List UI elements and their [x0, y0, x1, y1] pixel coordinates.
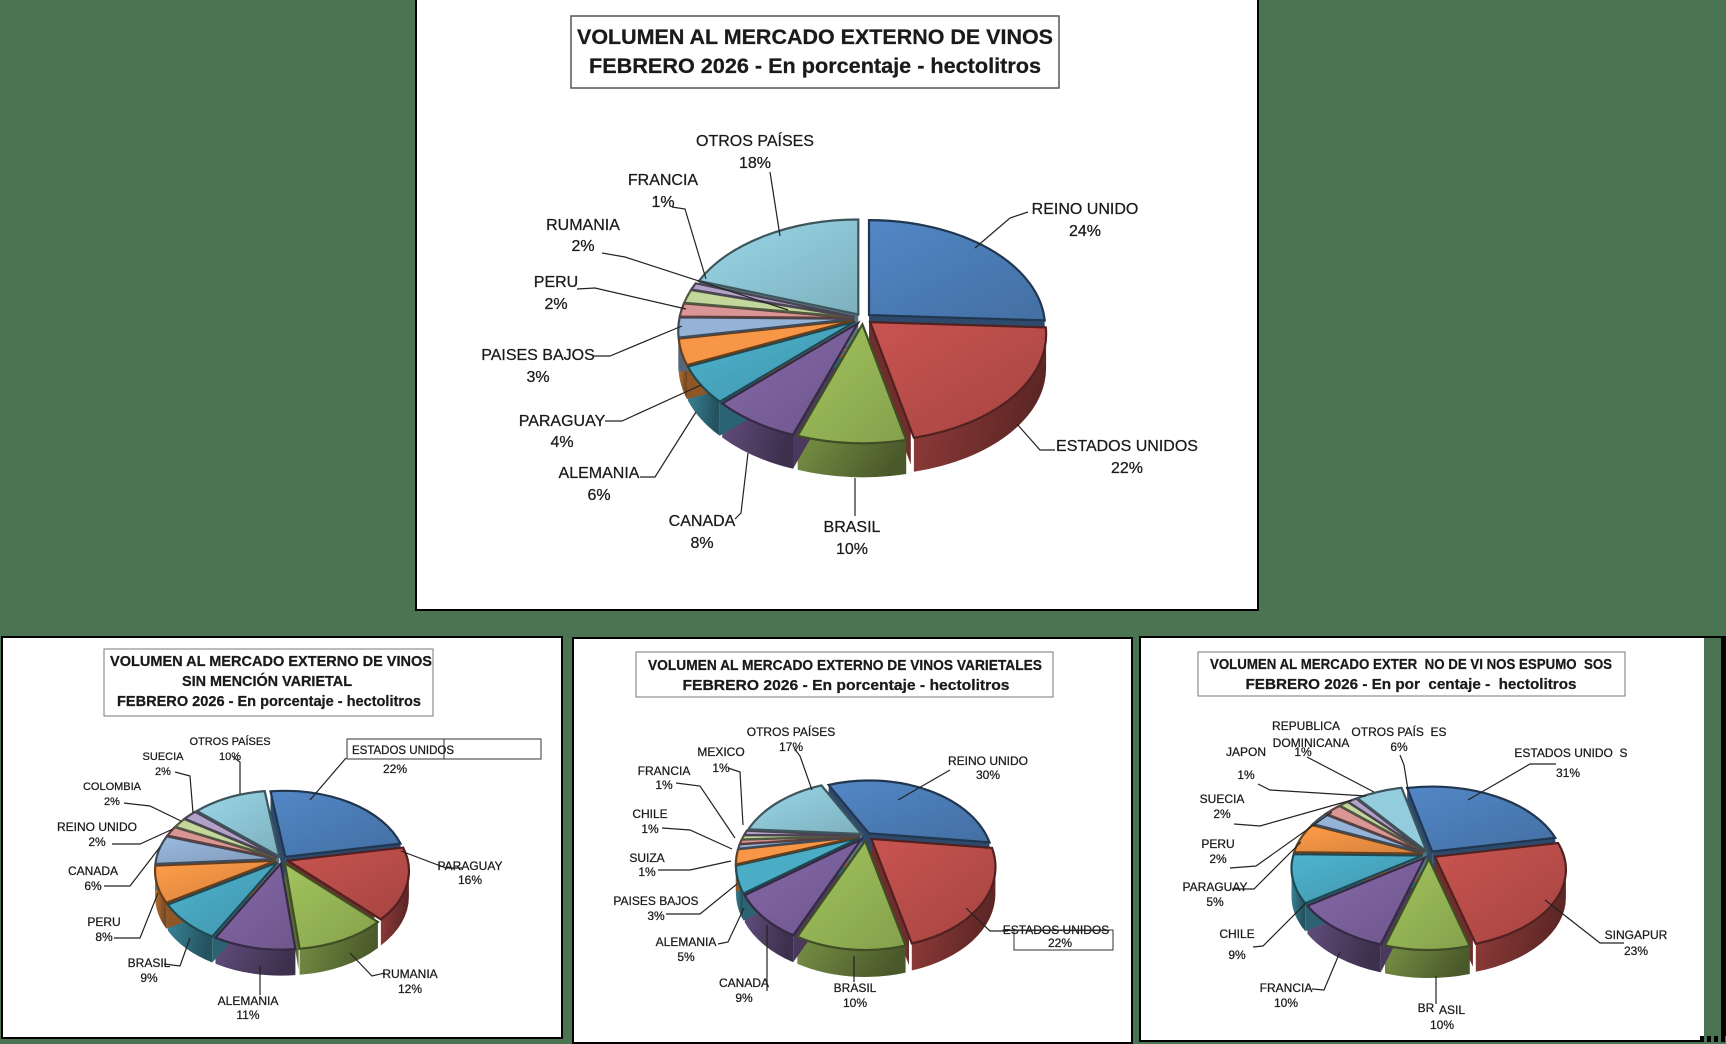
svg-text:OTROS PAÍSES: OTROS PAÍSES: [189, 735, 270, 748]
svg-text:ALEMANIA: ALEMANIA: [559, 465, 640, 482]
svg-text:FEBRERO 2026 - En por centaj: FEBRERO 2026 - En por centaje - hectolit…: [1246, 677, 1577, 693]
svg-text:1%: 1%: [655, 778, 673, 792]
svg-text:COLOMBIA: COLOMBIA: [83, 781, 142, 793]
svg-text:9%: 9%: [735, 991, 753, 1005]
svg-text:FEBRERO 2026 - En porcentaje: FEBRERO 2026 - En porcentaje - hectolitr…: [589, 54, 1041, 78]
svg-text:SUECIA: SUECIA: [1200, 792, 1245, 806]
svg-text:12%: 12%: [398, 982, 422, 996]
svg-text:SINGAPUR: SINGAPUR: [1605, 928, 1668, 942]
svg-text:23%: 23%: [1624, 944, 1648, 958]
svg-text:DOMINICANA: DOMINICANA: [1273, 736, 1350, 750]
svg-text:2%: 2%: [1209, 852, 1227, 866]
svg-text:8%: 8%: [690, 535, 713, 552]
svg-text:REINO UNIDO: REINO UNIDO: [1032, 201, 1139, 218]
svg-text:1%: 1%: [1294, 745, 1312, 759]
svg-text:3%: 3%: [647, 909, 665, 923]
svg-text:BRASIL: BRASIL: [824, 519, 881, 536]
svg-text:JAPON: JAPON: [1226, 745, 1266, 759]
svg-text:VOLUMEN AL MERCADO EXTERNO DE: VOLUMEN AL MERCADO EXTERNO DE VINOS VARI…: [648, 658, 1042, 674]
svg-text:10%: 10%: [836, 541, 868, 558]
svg-text:18%: 18%: [739, 155, 771, 172]
svg-text:4%: 4%: [550, 434, 573, 451]
svg-text:REINO UNIDO: REINO UNIDO: [57, 820, 137, 834]
svg-text:CANADA: CANADA: [719, 976, 769, 990]
svg-text:10%: 10%: [1430, 1018, 1454, 1032]
svg-text:VOLUMEN AL MERCADO EXTERNO DE: VOLUMEN AL MERCADO EXTERNO DE VINOS: [577, 25, 1053, 49]
svg-text:OTROS PAÍSES: OTROS PAÍSES: [696, 131, 814, 150]
svg-text:2%: 2%: [1213, 807, 1231, 821]
svg-text:1%: 1%: [641, 822, 659, 836]
svg-text:10%: 10%: [843, 996, 867, 1010]
svg-text:CANADA: CANADA: [669, 513, 736, 530]
svg-text:ESTADOS UNIDO S: ESTADOS UNIDO S: [1514, 746, 1627, 760]
svg-text:17%: 17%: [779, 740, 803, 754]
svg-text:OTROS PAÍSES: OTROS PAÍSES: [747, 724, 835, 739]
svg-text:24%: 24%: [1069, 223, 1101, 240]
svg-text:FEBRERO 2026 - En porcentaje: FEBRERO 2026 - En porcentaje - hectolitr…: [683, 678, 1010, 694]
svg-text:1%: 1%: [651, 194, 674, 211]
svg-text:3%: 3%: [526, 369, 549, 386]
svg-text:ALEMANIA: ALEMANIA: [218, 994, 279, 1008]
svg-text:RUMANIA: RUMANIA: [546, 217, 620, 234]
svg-text:1%: 1%: [638, 865, 656, 879]
svg-text:BR: BR: [1418, 1001, 1435, 1015]
svg-text:6%: 6%: [84, 879, 102, 893]
svg-text:5%: 5%: [677, 950, 695, 964]
svg-text:PERU: PERU: [1201, 837, 1234, 851]
svg-text:PARAGUAY: PARAGUAY: [1183, 880, 1248, 894]
svg-text:PERU: PERU: [87, 915, 120, 929]
svg-text:2%: 2%: [155, 766, 171, 778]
svg-text:10%: 10%: [1274, 996, 1298, 1010]
svg-text:SUECIA: SUECIA: [143, 751, 185, 763]
svg-text:9%: 9%: [140, 971, 158, 985]
svg-text:SIN MENCIÓN VARIETAL: SIN MENCIÓN VARIETAL: [182, 672, 352, 690]
svg-text:11%: 11%: [236, 1008, 259, 1022]
svg-text:VOLUMEN AL MERCADO EXTERNO DE: VOLUMEN AL MERCADO EXTERNO DE VINOS: [110, 653, 432, 670]
svg-text:REPUBLICA: REPUBLICA: [1272, 719, 1340, 733]
svg-text:BRASIL: BRASIL: [834, 981, 877, 995]
svg-text:22%: 22%: [1111, 460, 1143, 477]
svg-text:VOLUMEN AL MERCADO EXTER NO D: VOLUMEN AL MERCADO EXTER NO DE VI NOS ES…: [1210, 657, 1612, 673]
svg-text:5%: 5%: [1206, 895, 1224, 909]
svg-text:FEBRERO 2026 - En porcentaje: FEBRERO 2026 - En porcentaje - hectolitr…: [117, 693, 421, 710]
svg-text:FRANCIA: FRANCIA: [628, 172, 699, 189]
svg-text:CHILE: CHILE: [632, 807, 667, 821]
svg-text:6%: 6%: [1390, 740, 1408, 754]
svg-text:FRANCIA: FRANCIA: [1260, 981, 1313, 995]
svg-text:PERU: PERU: [534, 274, 578, 291]
svg-text:OTROS PAÍS ES: OTROS PAÍS ES: [1351, 724, 1446, 739]
svg-text:22%: 22%: [1048, 936, 1072, 950]
svg-text:BRASIL: BRASIL: [128, 956, 171, 970]
svg-text:30%: 30%: [976, 768, 1000, 782]
svg-text:MEXICO: MEXICO: [697, 745, 744, 759]
svg-text:SUIZA: SUIZA: [629, 851, 664, 865]
svg-text:22%: 22%: [383, 762, 407, 776]
svg-text:CHILE: CHILE: [1219, 927, 1254, 941]
svg-text:8%: 8%: [95, 930, 113, 944]
svg-text:PARAGUAY: PARAGUAY: [438, 859, 503, 873]
svg-text:REINO UNIDO: REINO UNIDO: [948, 754, 1028, 768]
svg-text:CANADA: CANADA: [68, 864, 118, 878]
svg-text:2%: 2%: [104, 796, 120, 808]
svg-text:ASIL: ASIL: [1439, 1003, 1465, 1017]
svg-text:ESTADOS UNIDOS: ESTADOS UNIDOS: [1056, 438, 1198, 455]
svg-text:6%: 6%: [587, 487, 610, 504]
svg-text:ALEMANIA: ALEMANIA: [656, 935, 717, 949]
svg-text:2%: 2%: [571, 238, 594, 255]
svg-text:PAISES BAJOS: PAISES BAJOS: [613, 894, 698, 908]
svg-text:ESTADOS UNIDOS: ESTADOS UNIDOS: [352, 745, 454, 757]
svg-text:FRANCIA: FRANCIA: [638, 764, 691, 778]
svg-text:RUMANIA: RUMANIA: [382, 967, 437, 981]
svg-text:2%: 2%: [88, 835, 106, 849]
svg-text:1%: 1%: [712, 761, 730, 775]
svg-text:10%: 10%: [219, 751, 241, 763]
svg-text:16%: 16%: [458, 873, 482, 887]
svg-text:9%: 9%: [1228, 948, 1246, 962]
svg-text:PAISES BAJOS: PAISES BAJOS: [481, 347, 595, 364]
svg-text:2%: 2%: [544, 296, 567, 313]
svg-text:PARAGUAY: PARAGUAY: [519, 413, 606, 430]
svg-text:1%: 1%: [1237, 768, 1255, 782]
svg-text:31%: 31%: [1556, 766, 1580, 780]
